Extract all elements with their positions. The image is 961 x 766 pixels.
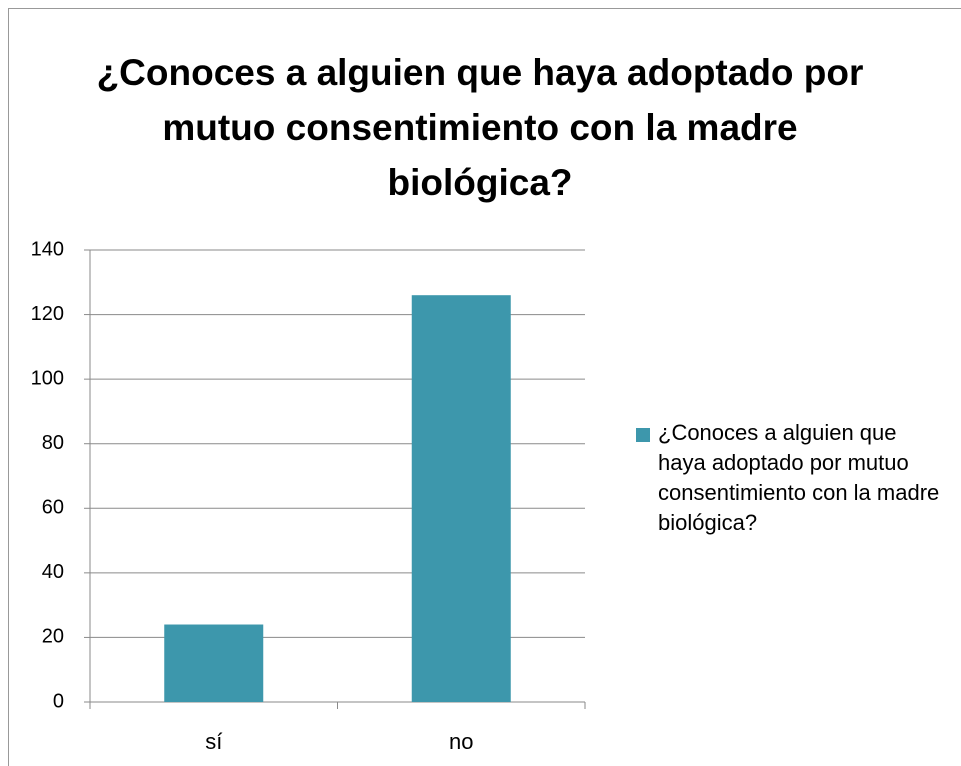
legend-label: ¿Conoces a alguien que haya adoptado por…	[658, 420, 940, 535]
y-tick-label: 20	[42, 626, 64, 648]
x-tick-label: sí	[205, 729, 222, 754]
y-tick-label: 100	[31, 367, 64, 389]
bar	[164, 624, 264, 702]
chart-title: ¿Conoces a alguien que haya adoptado por…	[96, 52, 864, 203]
chart-frame	[8, 8, 961, 766]
y-tick-label: 40	[42, 561, 64, 583]
y-tick-label: 0	[53, 690, 64, 712]
y-tick-label: 80	[42, 432, 64, 454]
legend-swatch	[636, 428, 650, 442]
y-tick-label: 60	[42, 497, 64, 519]
x-tick-label: no	[449, 729, 473, 754]
y-tick-label: 120	[31, 303, 64, 325]
y-tick-label: 140	[31, 238, 64, 260]
bar	[411, 295, 511, 702]
